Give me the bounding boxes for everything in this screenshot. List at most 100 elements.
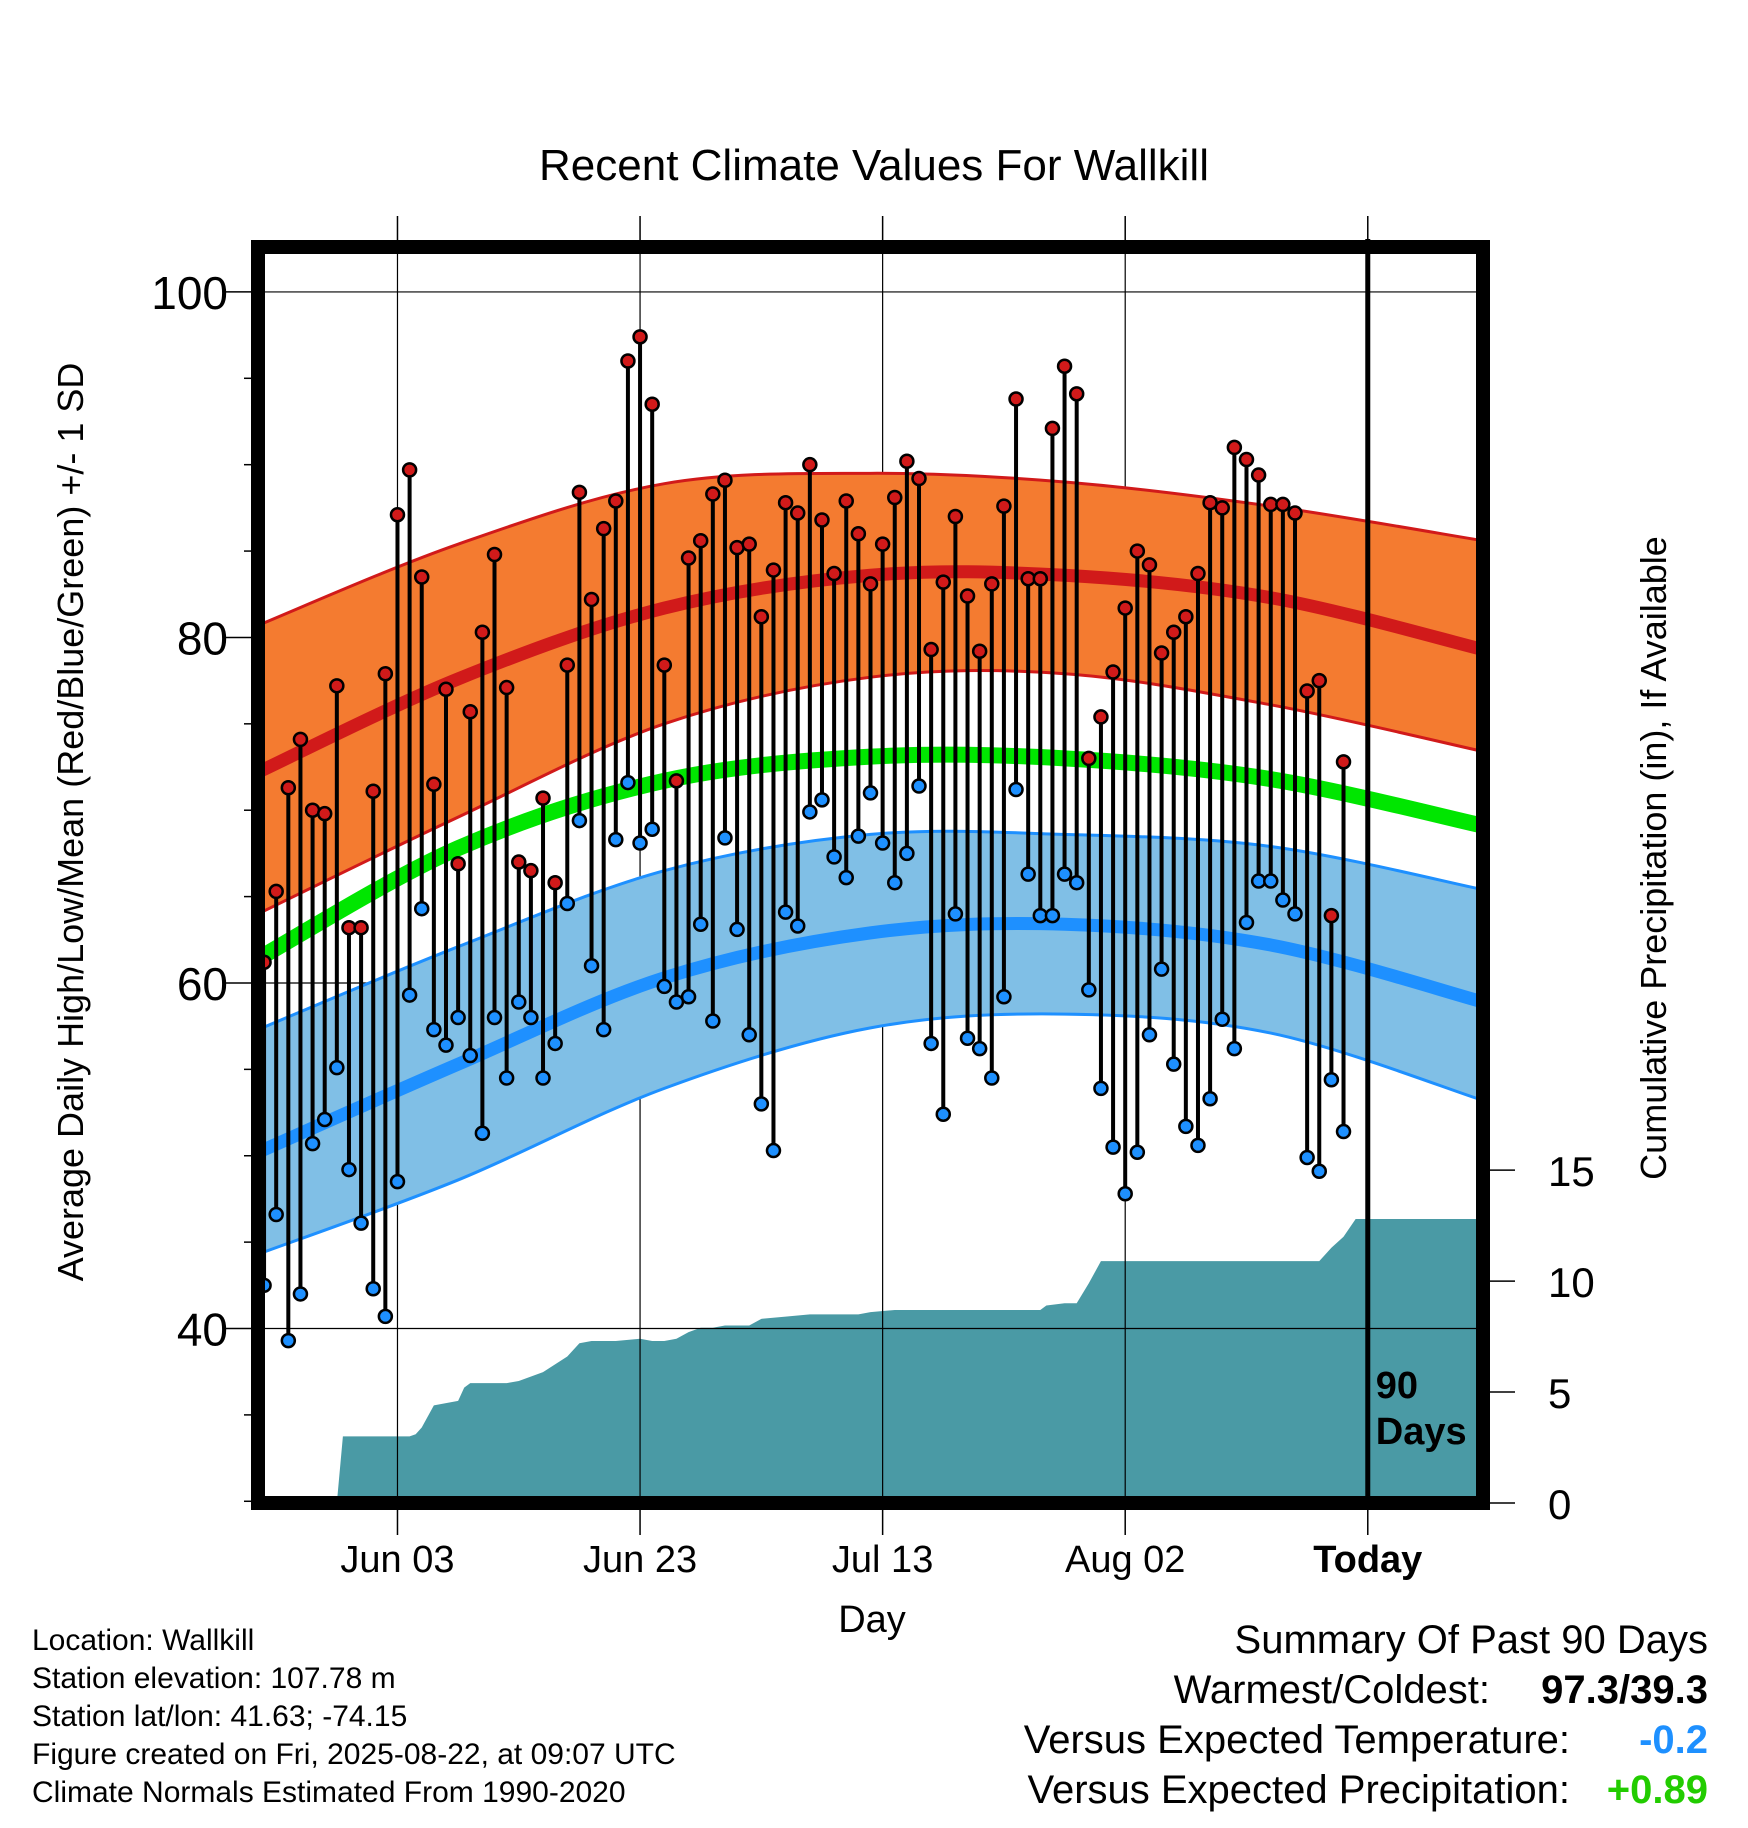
daily-high-point [1093, 709, 1109, 725]
daily-high-point [413, 569, 430, 585]
daily-high-point [353, 919, 369, 936]
daily-high-point [802, 456, 818, 473]
daily-low-point [571, 812, 588, 829]
daily-low-point [802, 804, 818, 820]
daily-low-point [1287, 906, 1303, 922]
daily-low-point [1311, 1163, 1328, 1180]
daily-high-point [668, 773, 685, 789]
daily-high-point [486, 546, 503, 563]
y-tick-label-left: 60 [177, 958, 228, 1010]
daily-low-point [862, 785, 879, 801]
precip-row: Versus Expected Precipitation: +0.89 [1024, 1765, 1708, 1815]
daily-low-point [268, 1206, 284, 1223]
daily-high-point [511, 854, 527, 870]
daily-low-point [1275, 892, 1291, 908]
created-text: Figure created on Fri, 2025-08-22, at 09… [32, 1738, 676, 1771]
daily-high-point [971, 643, 988, 660]
station-info: Location: Wallkill Station elevation: 10… [32, 1622, 676, 1812]
daily-high-point [656, 657, 673, 673]
normal-low-line [258, 916, 1483, 1159]
daily-low-point [1117, 1186, 1133, 1202]
daily-high-point [523, 862, 539, 879]
summary-panel: Summary Of Past 90 Days Warmest/Coldest:… [1024, 1615, 1708, 1815]
daily-low-point [789, 918, 806, 934]
warm-cold-row: Warmest/Coldest: 97.3/39.3 [1024, 1665, 1708, 1715]
daily-high-point [705, 486, 721, 502]
daily-low-point [365, 1281, 381, 1297]
daily-low-point [389, 1173, 406, 1190]
daily-low-point [1165, 1056, 1182, 1072]
x-tick-label: Jun 23 [583, 1539, 697, 1581]
daily-high-point [1214, 500, 1230, 516]
daily-high-point [862, 576, 879, 592]
x-tick-label: Jul 13 [832, 1539, 933, 1581]
daily-low-point [947, 906, 964, 922]
daily-low-point [511, 994, 527, 1010]
daily-high-point [753, 608, 770, 625]
daily-low-point [353, 1215, 369, 1231]
daily-high-point [498, 679, 515, 696]
y-tick-label-left: 80 [177, 612, 228, 664]
daily-low-point [1238, 914, 1255, 931]
daily-low-point [547, 1035, 563, 1052]
daily-low-point [911, 778, 927, 794]
precip-label: Versus Expected Precipitation: [1027, 1768, 1570, 1812]
daily-low-point [535, 1070, 551, 1086]
daily-high-point [899, 453, 915, 469]
daily-high-point [692, 532, 709, 549]
daily-low-point [377, 1308, 394, 1325]
precipitation-area [258, 1218, 1483, 1503]
daily-low-point [753, 1096, 770, 1112]
daily-high-point [1335, 754, 1352, 770]
daily-low-point [462, 1047, 479, 1064]
daily-low-point [1190, 1137, 1206, 1154]
daily-high-point [1117, 600, 1133, 616]
daily-low-point [341, 1161, 357, 1178]
daily-low-point [935, 1106, 952, 1123]
daily-high-point [620, 353, 636, 369]
daily-high-point [365, 783, 381, 799]
daily-low-point [1129, 1144, 1146, 1161]
daily-high-point [984, 576, 1000, 592]
daily-high-point [789, 505, 806, 521]
daily-high-point [765, 562, 782, 578]
daily-low-point [498, 1070, 515, 1086]
daily-high-point [996, 498, 1012, 514]
daily-low-point [450, 1009, 466, 1026]
daily-low-point [1081, 982, 1097, 998]
daily-high-point [450, 856, 466, 872]
daily-low-point [729, 921, 745, 938]
normals-text: Climate Normals Estimated From 1990-2020 [32, 1776, 626, 1809]
daily-high-point [1081, 750, 1097, 767]
daily-high-point [1153, 645, 1170, 661]
y-tick-label-right: 0 [1548, 1481, 1571, 1528]
daily-high-point [583, 591, 600, 608]
daily-low-point [765, 1142, 782, 1159]
daily-high-point [717, 472, 733, 488]
plot-frame [251, 240, 1490, 1510]
daily-low-point [680, 989, 697, 1005]
daily-low-point [474, 1125, 491, 1142]
temp-value: -0.2 [1639, 1718, 1708, 1762]
daily-low-point [1008, 781, 1024, 798]
daily-high-point [887, 489, 903, 506]
daily-high-point [1226, 439, 1243, 456]
daily-high-point [474, 624, 491, 641]
daily-high-point [595, 520, 612, 537]
daily-high-point [1044, 420, 1061, 437]
y-tick-label-left: 40 [177, 1304, 228, 1356]
daily-high-point [1141, 557, 1158, 573]
daily-low-point [692, 916, 709, 932]
daily-high-point [1287, 505, 1303, 521]
daily-low-point [741, 1027, 757, 1043]
daily-high-point [571, 484, 588, 501]
daily-high-point [1105, 664, 1121, 680]
today-days-label: Days [1376, 1411, 1467, 1453]
daily-high-point [1165, 624, 1182, 641]
precip-value: +0.89 [1606, 1768, 1708, 1812]
daily-high-point [559, 657, 576, 673]
daily-low-point [1214, 1011, 1230, 1028]
daily-high-point [632, 329, 648, 345]
